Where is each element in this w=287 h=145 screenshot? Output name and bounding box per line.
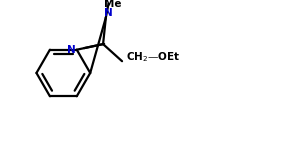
Text: Me: Me [104, 0, 121, 9]
Text: N: N [104, 8, 112, 18]
Text: N: N [67, 45, 76, 55]
Text: CH$_2$—OEt: CH$_2$—OEt [126, 50, 180, 64]
